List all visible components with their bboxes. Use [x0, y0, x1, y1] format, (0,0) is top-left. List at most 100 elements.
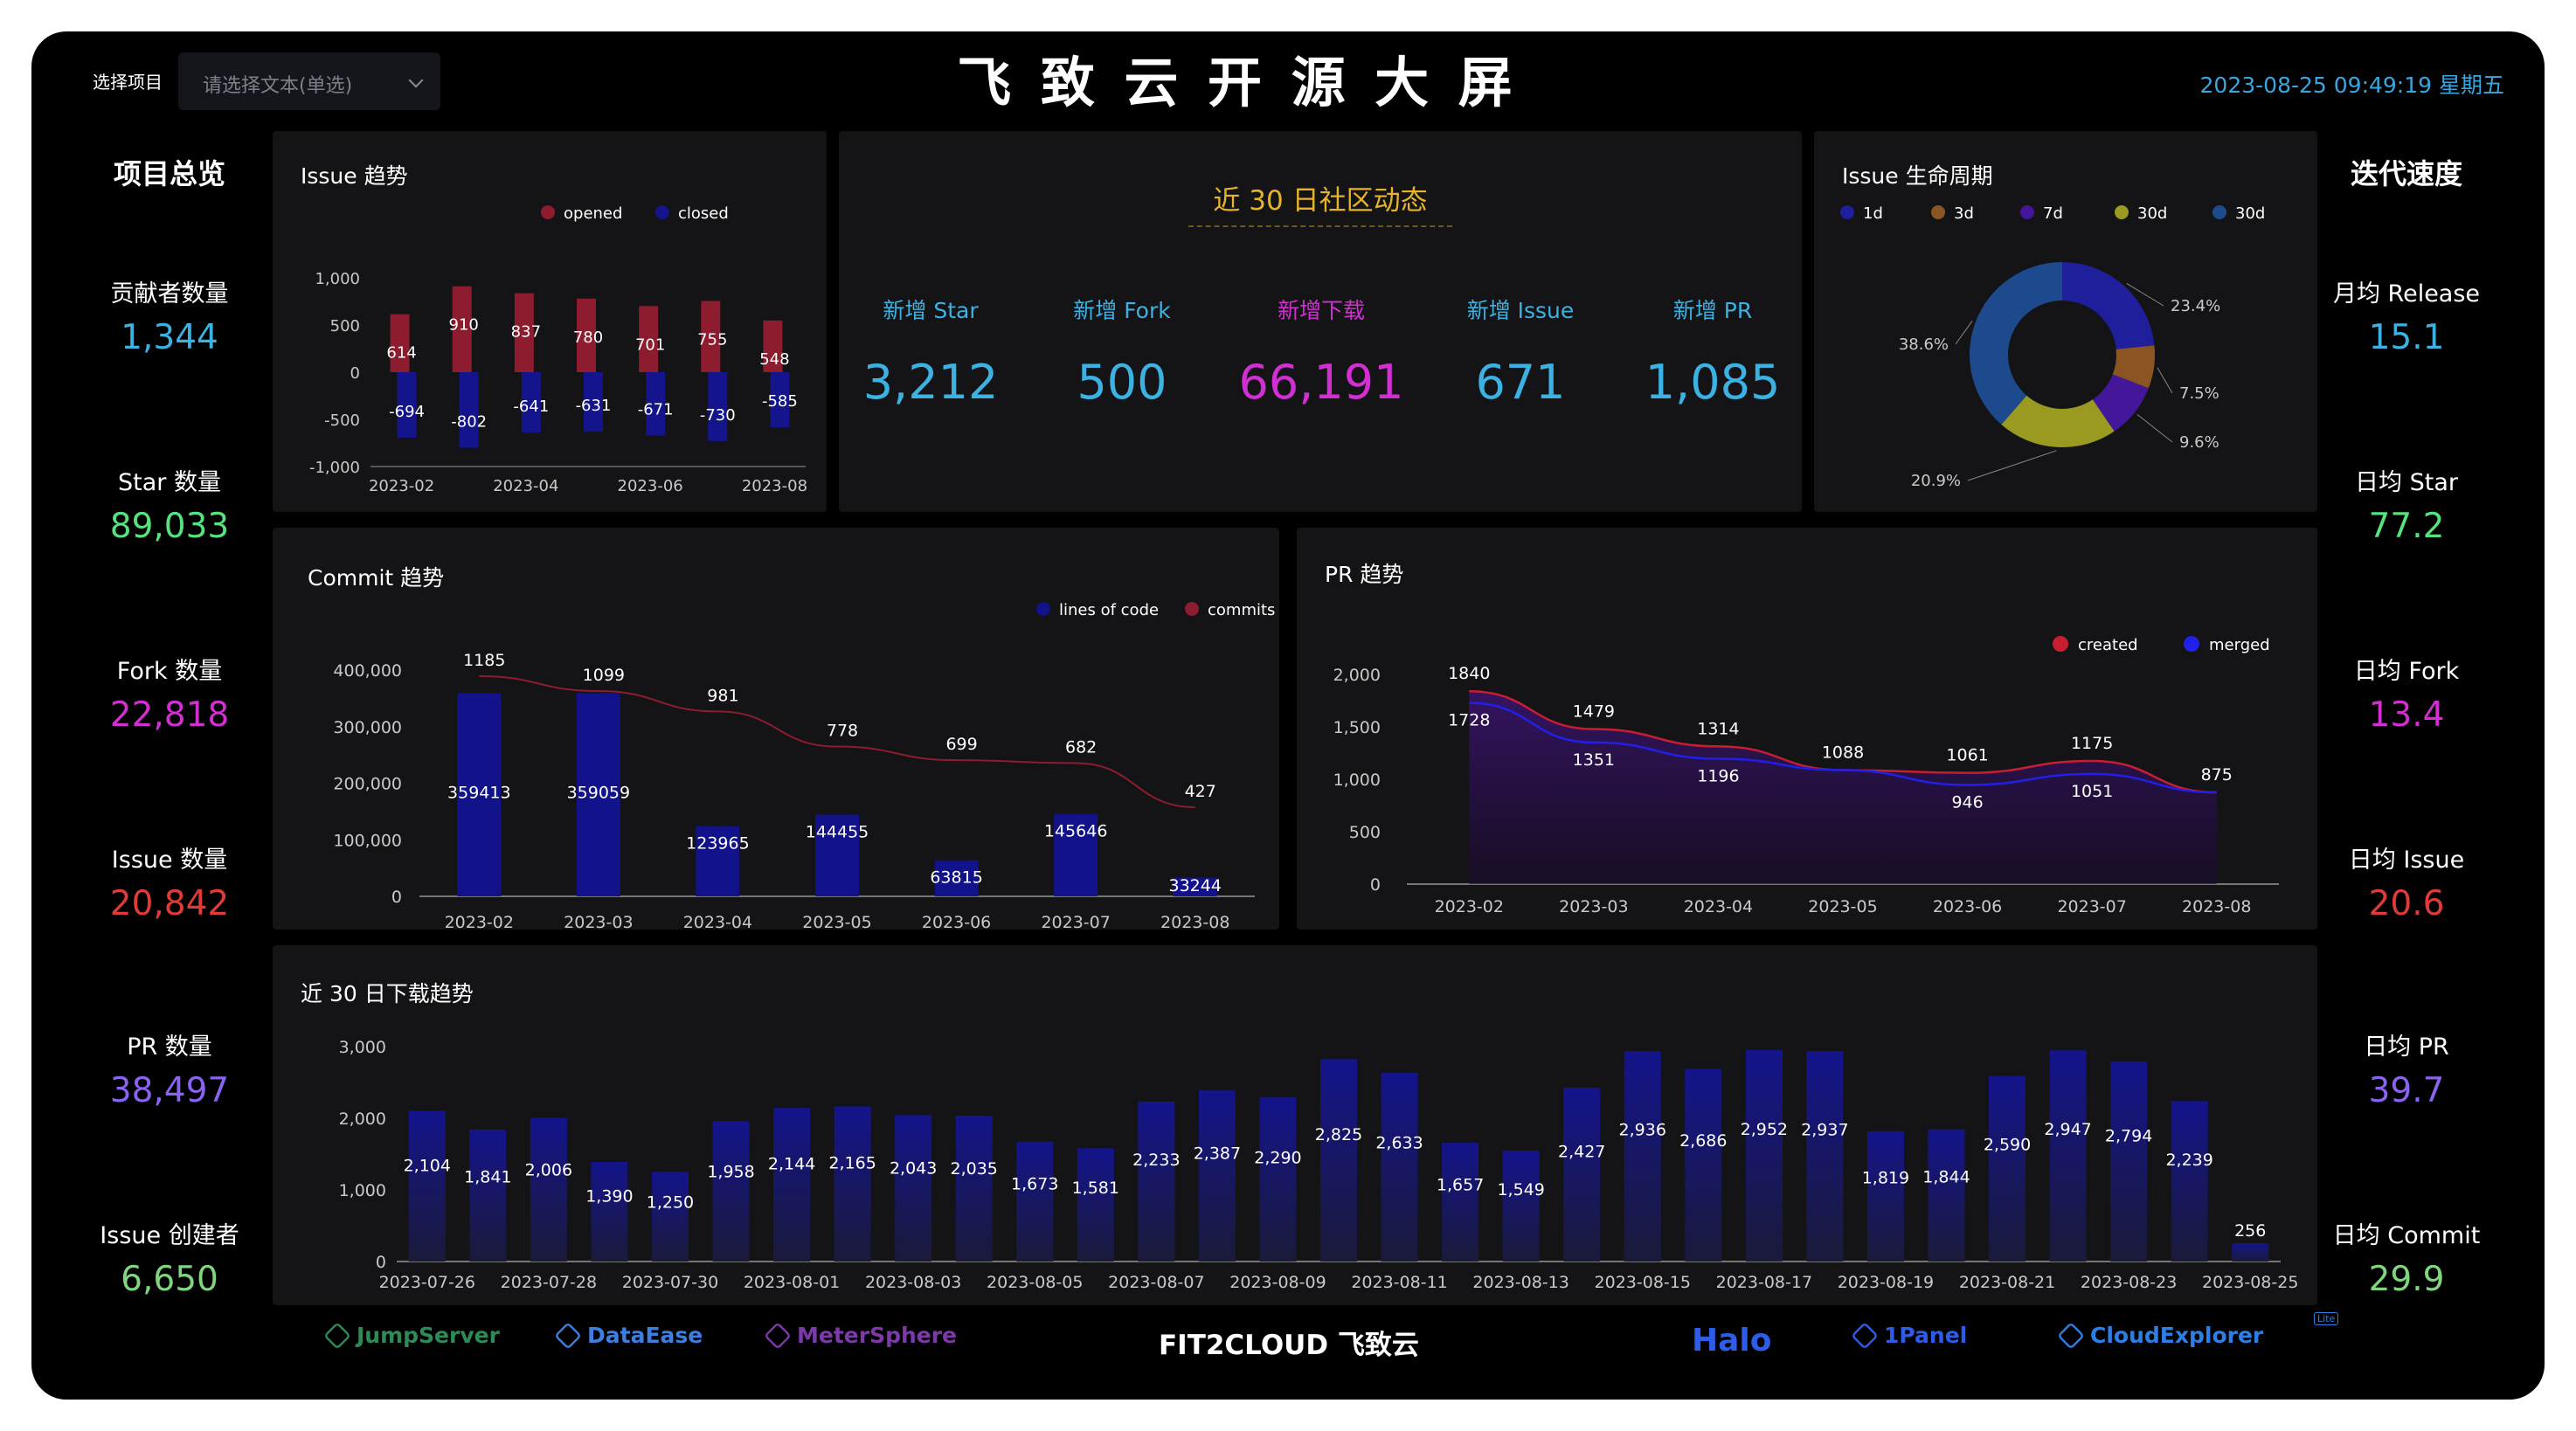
- community-stat-label: 新增 Star: [883, 298, 979, 323]
- download-value-label: 256: [2234, 1221, 2266, 1241]
- x-tick-label: 2023-04: [493, 477, 558, 495]
- y-tick-label: -1,000: [309, 459, 360, 477]
- overview-item-label: Star 数量: [118, 469, 221, 496]
- overview-item-value: 89,033: [109, 507, 230, 546]
- community-panel: 近 30 日社区动态 新增 Star 3,212 新增 Fork 500 新增下载 66,…: [839, 131, 1802, 512]
- closed-bar: [646, 372, 666, 436]
- closed-value-label: -631: [576, 397, 612, 415]
- merged-value-label: 1196: [1697, 766, 1739, 785]
- footer-logo-label: 1Panel: [1884, 1323, 1968, 1348]
- commits-value-label: 778: [827, 722, 858, 741]
- footer-logo: MeterSphere: [764, 1321, 957, 1350]
- download-value-label: 2,239: [2165, 1151, 2212, 1170]
- download-bar: [408, 1110, 446, 1262]
- commits-value-label: 682: [1065, 738, 1097, 757]
- download-value-label: 2,387: [1194, 1144, 1241, 1164]
- overview-item-value: 6,650: [121, 1260, 218, 1299]
- community-stat-value: 500: [1077, 355, 1167, 410]
- x-tick-label: 2023-08-01: [744, 1273, 840, 1292]
- closed-value-label: -694: [389, 403, 425, 421]
- community-stat-value: 1,085: [1645, 355, 1781, 410]
- velocity-item-value: 29.9: [2368, 1260, 2445, 1299]
- x-tick-label: 2023-08-17: [1716, 1273, 1812, 1292]
- dashboard-frame: 选择项目 请选择文本(单选) 飞 致 云 开 源 大 屏 2023-08-25 …: [31, 31, 2545, 1400]
- issue-lifecycle-panel: Issue 生命周期 1d 3d 7d 30d 30d 23.4% 7.5% 9.6% 20.9…: [1814, 131, 2317, 512]
- opened-bar: [390, 314, 410, 372]
- loc-value-label: 123965: [686, 834, 750, 854]
- velocity-item-label: 月均 Release: [2332, 280, 2481, 308]
- legend-swatch: [2020, 205, 2034, 219]
- y-tick-label: 0: [350, 364, 360, 383]
- y-tick-label: 3,000: [339, 1038, 386, 1057]
- x-tick-label: 2023-05: [802, 913, 871, 930]
- footer-logo: 1Panel: [1851, 1321, 1968, 1350]
- community-stat-value: 66,191: [1238, 355, 1404, 410]
- closed-value-label: -671: [638, 400, 674, 418]
- download-bar: [1624, 1051, 1661, 1262]
- footer-logo-label: FIT2CLOUD 飞致云: [1159, 1330, 1419, 1361]
- legend-label: lines of code: [1059, 601, 1159, 619]
- loc-bar: [696, 826, 740, 896]
- overview-item-label: Issue 创建者: [100, 1222, 239, 1249]
- download-bar: [530, 1117, 567, 1262]
- x-tick-label: 2023-08-05: [987, 1273, 1083, 1292]
- commits-value-label: 427: [1185, 782, 1216, 801]
- download-value-label: 2,952: [1741, 1120, 1788, 1139]
- download-bar: [1381, 1073, 1418, 1262]
- loc-value-label: 144455: [806, 822, 869, 841]
- loc-bar: [1173, 877, 1217, 896]
- velocity-item-value: 77.2: [2368, 507, 2445, 546]
- x-tick-label: 2023-06: [922, 913, 991, 930]
- opened-bar: [514, 293, 534, 372]
- opened-value-label: 755: [697, 330, 727, 349]
- pie-slice: [1970, 262, 2062, 425]
- download-value-label: 2,144: [768, 1155, 815, 1174]
- community-stat-label: 新增 Issue: [1466, 298, 1575, 323]
- merged-value-label: 946: [1951, 792, 1983, 812]
- footer-logo: DataEase: [554, 1321, 703, 1350]
- legend-label: 3d: [1954, 204, 1974, 223]
- opened-value-label: 701: [635, 335, 665, 354]
- download-bar: [1685, 1068, 1722, 1262]
- download-value-label: 1,657: [1437, 1175, 1484, 1194]
- download-value-label: 2,427: [1558, 1143, 1605, 1162]
- closed-bar: [521, 372, 541, 433]
- y-tick-label: 200,000: [333, 775, 402, 794]
- opened-legend-label: opened: [564, 204, 622, 223]
- pie-slice: [2092, 374, 2149, 432]
- download-value-label: 2,686: [1679, 1131, 1727, 1151]
- created-value-label: 875: [2201, 765, 2233, 785]
- overview-item-label: Fork 数量: [116, 658, 223, 685]
- project-select[interactable]: 请选择文本(单选): [178, 52, 440, 110]
- community-stat-label: 新增 PR: [1672, 298, 1753, 323]
- x-tick-label: 2023-07: [1041, 913, 1110, 930]
- download-value-label: 2,947: [2044, 1120, 2091, 1139]
- overview-item-value: 1,344: [121, 318, 218, 357]
- x-tick-label: 2023-04: [1684, 897, 1753, 916]
- loc-value-label: 359413: [447, 783, 511, 802]
- download-value-label: 2,006: [525, 1160, 572, 1179]
- download-bar: [1563, 1087, 1601, 1262]
- x-tick-label: 2023-08-11: [1351, 1273, 1447, 1292]
- issue-trend-title: Issue 趋势: [301, 163, 408, 189]
- chevron-down-icon: [408, 73, 424, 88]
- y-tick-label: 500: [1349, 823, 1381, 842]
- closed-bar: [770, 372, 790, 428]
- legend-label: merged: [2209, 636, 2270, 654]
- y-tick-label: 1,000: [339, 1181, 386, 1200]
- download-value-label: 1,390: [585, 1187, 633, 1206]
- pr-trend-chart: 2,000 1,500 1,000 500 0 2023-02 2023-03 2023-04…: [1333, 636, 2279, 916]
- loc-value-label: 145646: [1044, 822, 1108, 841]
- y-tick-label: 0: [1370, 875, 1381, 895]
- x-tick-label: 2023-07-28: [501, 1273, 597, 1292]
- legend-label: 7d: [2043, 204, 2063, 223]
- download-bar: [1138, 1101, 1175, 1262]
- download-bar: [1806, 1051, 1844, 1262]
- loc-value-label: 33244: [1168, 876, 1221, 895]
- footer-logo: CloudExplorer: [2057, 1321, 2263, 1350]
- download-bar: [2049, 1050, 2087, 1262]
- created-value-label: 1088: [1822, 743, 1864, 762]
- x-tick-label: 2023-03: [564, 913, 633, 930]
- y-tick-label: 500: [330, 317, 360, 335]
- community-title-underline: [1188, 225, 1452, 227]
